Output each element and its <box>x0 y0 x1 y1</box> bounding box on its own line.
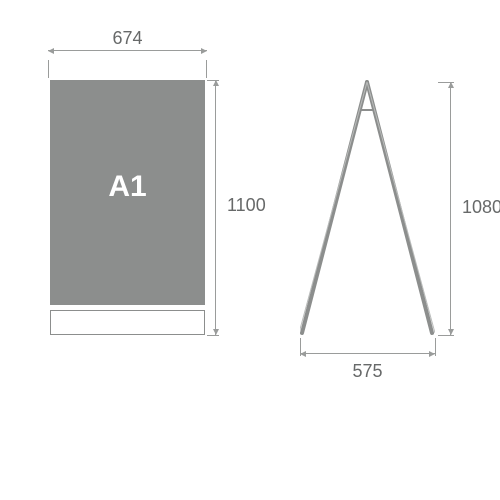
dim-tick <box>207 335 219 336</box>
front-width-value: 674 <box>48 28 207 49</box>
side-height-value: 1080 <box>462 197 500 218</box>
dim-tick <box>206 60 207 78</box>
front-height-value: 1100 <box>227 195 266 216</box>
front-base-slot <box>50 310 205 335</box>
paper-size-label: A1 <box>50 170 205 204</box>
technical-drawing: A1 674 1100 575 <box>0 0 500 500</box>
side-height-dimension: 1080 <box>450 82 451 335</box>
dimension-line <box>300 353 435 354</box>
dim-tick <box>48 60 49 78</box>
front-height-dimension: 1100 <box>215 80 216 335</box>
side-depth-dimension: 575 <box>300 353 435 354</box>
front-width-dimension: 674 <box>48 50 207 51</box>
dim-tick <box>438 335 454 336</box>
front-view: A1 <box>50 80 205 335</box>
dimension-line <box>48 50 207 51</box>
side-depth-value: 575 <box>300 361 435 382</box>
side-view <box>300 80 435 335</box>
dimension-line <box>450 82 451 335</box>
dim-tick <box>435 338 436 356</box>
dimension-line <box>215 80 216 335</box>
aframe-svg <box>300 80 435 335</box>
